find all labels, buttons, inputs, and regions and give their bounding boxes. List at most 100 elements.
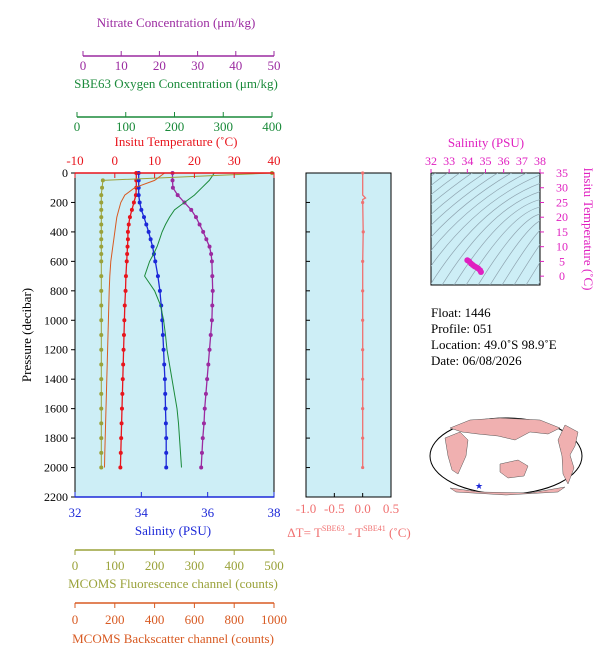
ts-temperature-tick-label: 20 — [556, 210, 568, 224]
series-point-2 — [207, 347, 212, 352]
series-point-4 — [99, 406, 104, 411]
series-line-5 — [104, 172, 165, 468]
series-point-0 — [125, 252, 130, 256]
pressure-axis: 0 200 400 600 800 1000 1200 1400 1600 1800 2000 220… — [44, 166, 75, 504]
series-point-1 — [157, 288, 162, 293]
oxygen-tick-label: 100 — [116, 119, 136, 134]
pressure-tick-label: 600 — [50, 254, 68, 268]
pressure-tick-label: 400 — [50, 225, 68, 239]
pressure-tick-label: 1600 — [44, 402, 68, 416]
fluorescence-axis-label: MCOMS Fluorescence channel (counts) — [68, 576, 278, 591]
series-point-2 — [208, 333, 213, 337]
series-point-2 — [170, 178, 175, 183]
top-axes: Nitrate Concentration (μm/kg) 0 10 20 30 40 5… — [66, 15, 282, 178]
salinity-axis-label: Salinity (PSU) — [135, 523, 211, 538]
backscatter-tick-label: 0 — [72, 612, 79, 627]
series-point-0 — [119, 436, 124, 441]
series-point-0 — [123, 274, 128, 279]
pressure-tick-label: 800 — [50, 284, 68, 298]
density-contour — [441, 191, 540, 285]
backscatter-tick-label: 600 — [185, 612, 205, 627]
ts-salinity-tick-label: 37 — [516, 154, 528, 168]
series-point-1 — [139, 207, 144, 212]
density-contour — [501, 229, 540, 285]
delta-t-point — [361, 289, 365, 293]
series-point-4 — [99, 362, 104, 367]
ts-temperature-tick-label: 35 — [556, 166, 568, 180]
temperature-tick-label: 30 — [228, 153, 241, 168]
series-point-4 — [99, 200, 104, 205]
series-point-0 — [120, 377, 125, 382]
series-point-4 — [99, 347, 104, 352]
series-point-4 — [99, 288, 104, 293]
series-point-1 — [146, 229, 151, 234]
series-point-1 — [164, 450, 169, 455]
profile-series — [99, 171, 275, 470]
pressure-tick-label: 200 — [50, 195, 68, 209]
nitrate-tick-label: 50 — [268, 58, 281, 73]
series-point-1 — [162, 377, 167, 382]
oxygen-tick-label: 0 — [74, 119, 81, 134]
series-point-4 — [99, 377, 104, 382]
series-point-2 — [199, 450, 204, 455]
series-point-4 — [99, 436, 104, 441]
series-point-0 — [125, 229, 130, 234]
density-contour — [525, 261, 540, 285]
ts-salinity-tick-label: 35 — [480, 154, 492, 168]
series-point-1 — [136, 193, 141, 198]
nitrate-axis: 0 10 20 30 40 50 — [80, 51, 281, 73]
series-point-2 — [209, 252, 214, 256]
delta-t-point — [361, 377, 365, 381]
oxygen-tick-label: 400 — [262, 119, 282, 134]
density-contour — [513, 243, 540, 285]
series-point-2 — [193, 215, 198, 220]
series-point-0 — [122, 303, 127, 308]
series-point-4 — [99, 274, 104, 279]
fluorescence-tick-label: 0 — [72, 558, 79, 573]
series-point-4 — [99, 215, 104, 220]
series-point-0 — [118, 450, 123, 455]
series-point-4 — [99, 193, 104, 198]
ts-temperature-tick-label: 15 — [556, 225, 568, 239]
float-info: Float: 1446 Profile: 051 Location: 49.0˚… — [431, 305, 557, 368]
series-point-2 — [210, 274, 215, 279]
temperature-tick-label: 40 — [268, 153, 281, 168]
ts-temperature-tick-label: 5 — [559, 254, 565, 268]
series-point-1 — [163, 406, 168, 411]
pressure-tick-label: 1200 — [44, 343, 68, 357]
salinity-tick-label: 36 — [201, 505, 215, 520]
temperature-tick-label: -10 — [66, 153, 83, 168]
fluorescence-tick-label: 500 — [264, 558, 284, 573]
delta-t-grid — [306, 172, 310, 498]
series-point-0 — [119, 406, 124, 411]
location: Location: 49.0˚S 98.9˚E — [431, 337, 557, 352]
delta-t-axis-label: ΔT= TSBE63 - TSBE41 (˚C) — [287, 524, 410, 540]
ts-diagram-panel: Salinity (PSU) 32 33 34 35 36 37 38 0510152025… — [425, 135, 596, 291]
series-point-2 — [209, 259, 214, 264]
series-point-4 — [99, 252, 104, 256]
delta-t-point — [361, 200, 365, 205]
delta-t-series — [361, 171, 367, 470]
delta-t-line — [362, 173, 367, 468]
series-point-4 — [99, 237, 104, 242]
series-point-0 — [127, 215, 132, 220]
delta-t-label-end: (˚C) — [386, 525, 411, 540]
series-point-0 — [123, 288, 128, 293]
delta-t-tick-label: -1.0 — [296, 501, 317, 516]
series-point-0 — [122, 318, 127, 323]
backscatter-axis: 0 200 400 600 800 1000 — [72, 602, 287, 627]
series-point-0 — [133, 193, 138, 198]
profile-panel: 0 200 400 600 800 1000 1200 1400 1600 1800 2000 220… — [19, 166, 275, 504]
density-contour — [431, 173, 528, 252]
pressure-tick-label: 1400 — [44, 372, 68, 386]
delta-t-tick-label: 0.0 — [355, 501, 371, 516]
series-point-4 — [100, 185, 105, 190]
series-point-2 — [201, 229, 206, 234]
nitrate-axis-label: Nitrate Concentration (μm/kg) — [97, 15, 256, 30]
series-point-1 — [163, 391, 168, 396]
fluorescence-tick-label: 100 — [105, 558, 125, 573]
ts-salinity-label: Salinity (PSU) — [448, 135, 524, 150]
series-point-1 — [150, 244, 155, 249]
